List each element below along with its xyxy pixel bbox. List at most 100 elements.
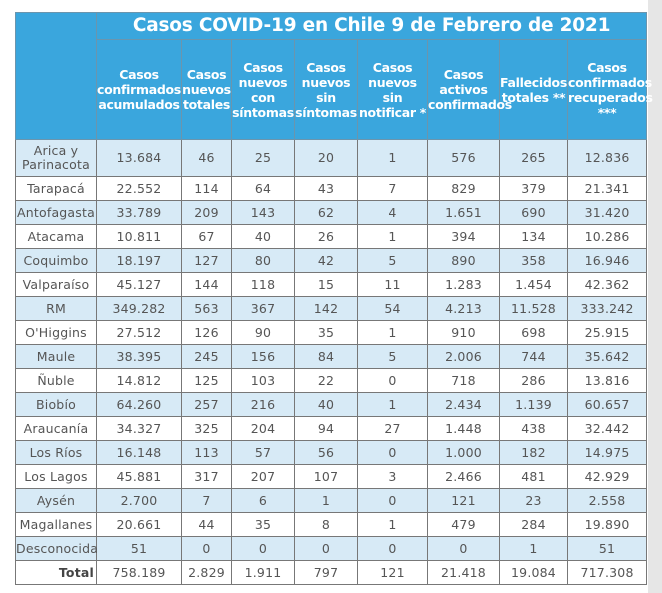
- value-cell: 5: [357, 248, 428, 273]
- table-row: Biobío 64.260 257 216 40 1 2.434 1.139 60.657: [15, 392, 648, 417]
- table-row: Los Lagos 45.881 317 207 107 3 2.466 481 42.929: [15, 464, 648, 489]
- value-cell: 127: [181, 248, 232, 273]
- value-cell: 114: [181, 176, 232, 201]
- value-cell: 910: [427, 320, 500, 345]
- table-row: Ñuble 14.812 125 103 22 0 718 286 13.816: [15, 368, 648, 393]
- value-cell: 38.395: [96, 344, 182, 369]
- column-header-row: Casos confirmados acumulados Casos nuevos…: [16, 39, 653, 140]
- region-cell: Maule: [15, 344, 97, 369]
- region-cell: Ñuble: [15, 368, 97, 393]
- value-cell: 481: [499, 464, 568, 489]
- table-row: Arica y Parinacota 13.684 46 25 20 1 576 265 12.…: [15, 139, 648, 177]
- value-cell: 1.000: [427, 440, 500, 465]
- value-cell: 57: [231, 440, 295, 465]
- value-cell: 333.242: [566, 296, 648, 321]
- value-cell: 10.811: [96, 224, 182, 249]
- value-cell: 7: [357, 176, 428, 201]
- value-cell: 394: [427, 224, 500, 249]
- value-cell: 33.789: [96, 200, 182, 225]
- value-cell: 16.946: [566, 248, 648, 273]
- value-cell: 1.454: [499, 272, 568, 297]
- value-cell: 80: [231, 248, 295, 273]
- region-cell: Atacama: [15, 224, 97, 249]
- table-title: Casos COVID-19 en Chile 9 de Febrero de …: [95, 12, 648, 40]
- value-cell: 12.836: [566, 139, 648, 177]
- value-cell: 829: [427, 176, 500, 201]
- total-value-cell: 2.829: [181, 560, 232, 585]
- scrollbar-track: [648, 0, 662, 593]
- value-cell: 0: [427, 536, 500, 561]
- value-cell: 1: [499, 536, 568, 561]
- value-cell: 4: [357, 200, 428, 225]
- value-cell: 134: [499, 224, 568, 249]
- region-cell: Tarapacá: [15, 176, 97, 201]
- value-cell: 563: [181, 296, 232, 321]
- value-cell: 56: [294, 440, 358, 465]
- value-cell: 0: [231, 536, 295, 561]
- value-cell: 107: [294, 464, 358, 489]
- value-cell: 32.442: [566, 416, 648, 441]
- value-cell: 16.148: [96, 440, 182, 465]
- region-cell: Arica y Parinacota: [15, 139, 97, 177]
- value-cell: 1.139: [499, 392, 568, 417]
- column-header: Fallecidos totales **: [499, 39, 568, 140]
- value-cell: 42.362: [566, 272, 648, 297]
- value-cell: 121: [427, 488, 500, 513]
- value-cell: 325: [181, 416, 232, 441]
- value-cell: 118: [231, 272, 295, 297]
- region-cell: Antofagasta: [15, 200, 97, 225]
- value-cell: 14.975: [566, 440, 648, 465]
- value-cell: 698: [499, 320, 568, 345]
- value-cell: 1: [357, 224, 428, 249]
- table-row: Aysén 2.700 7 6 1 0 121 23 2.558: [15, 488, 648, 513]
- value-cell: 1: [357, 320, 428, 345]
- value-cell: 126: [181, 320, 232, 345]
- value-cell: 26: [294, 224, 358, 249]
- value-cell: 286: [499, 368, 568, 393]
- value-cell: 0: [181, 536, 232, 561]
- value-cell: 718: [427, 368, 500, 393]
- total-value-cell: 758.189: [96, 560, 182, 585]
- value-cell: 42.929: [566, 464, 648, 489]
- value-cell: 45.881: [96, 464, 182, 489]
- value-cell: 1.651: [427, 200, 500, 225]
- total-value-cell: 717.308: [566, 560, 648, 585]
- value-cell: 19.890: [566, 512, 648, 537]
- region-cell: Desconocida: [15, 536, 98, 561]
- value-cell: 144: [181, 272, 232, 297]
- value-cell: 209: [181, 200, 232, 225]
- value-cell: 1.448: [427, 416, 500, 441]
- total-row: Total 758.189 2.829 1.911 797 121 21.418 19.084…: [15, 560, 648, 585]
- region-cell: Araucanía: [15, 416, 97, 441]
- total-value-cell: 121: [357, 560, 428, 585]
- region-cell: Biobío: [15, 392, 97, 417]
- value-cell: 479: [427, 512, 500, 537]
- value-cell: 113: [181, 440, 232, 465]
- total-value-cell: 797: [294, 560, 358, 585]
- value-cell: 358: [499, 248, 568, 273]
- value-cell: 22: [294, 368, 358, 393]
- value-cell: 44: [181, 512, 232, 537]
- column-header: Casos nuevos sin notificar *: [357, 39, 428, 140]
- region-cell: O'Higgins: [15, 320, 97, 345]
- value-cell: 284: [499, 512, 568, 537]
- value-cell: 25.915: [566, 320, 648, 345]
- value-cell: 890: [427, 248, 500, 273]
- value-cell: 40: [294, 392, 358, 417]
- value-cell: 11: [357, 272, 428, 297]
- value-cell: 245: [181, 344, 232, 369]
- covid-table-container: Casos COVID-19 en Chile 9 de Febrero de …: [15, 12, 653, 585]
- value-cell: 8: [294, 512, 358, 537]
- value-cell: 2.006: [427, 344, 500, 369]
- value-cell: 349.282: [96, 296, 182, 321]
- value-cell: 1: [294, 488, 358, 513]
- value-cell: 43: [294, 176, 358, 201]
- value-cell: 35.642: [566, 344, 648, 369]
- region-cell: Los Ríos: [15, 440, 97, 465]
- value-cell: 317: [181, 464, 232, 489]
- value-cell: 744: [499, 344, 568, 369]
- value-cell: 379: [499, 176, 568, 201]
- value-cell: 1: [357, 392, 428, 417]
- total-value-cell: 1.911: [231, 560, 295, 585]
- value-cell: 576: [427, 139, 500, 177]
